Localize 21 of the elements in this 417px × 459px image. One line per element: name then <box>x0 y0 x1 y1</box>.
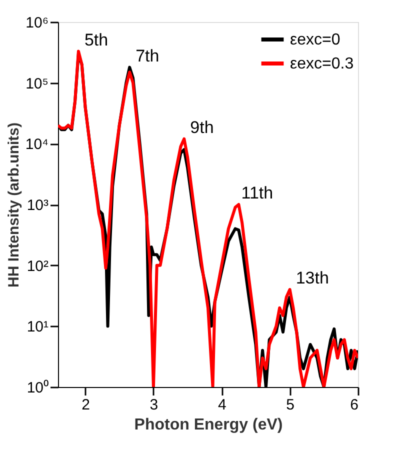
legend-label: εexc=0.3 <box>290 56 354 72</box>
x-tick-label: 3 <box>150 396 158 414</box>
y-tick-label: 10¹ <box>26 318 48 336</box>
annotation: 9th <box>190 118 214 137</box>
annotation: 7th <box>136 46 160 66</box>
y-tick-label: 10⁰ <box>26 380 48 396</box>
y-tick-label: 10⁵ <box>26 75 48 92</box>
x-tick-label: 6 <box>350 396 358 414</box>
y-tick-label: 10⁴ <box>25 136 48 154</box>
annotation: 11th <box>241 184 274 202</box>
y-tick-label: 10⁶ <box>26 14 48 32</box>
x-tick-label: 5 <box>286 396 294 414</box>
annotation: 5th <box>84 30 108 50</box>
annotation: 13th <box>296 268 329 288</box>
y-tick-label: 10³ <box>26 197 48 214</box>
y-tick-label: 10² <box>26 258 48 275</box>
x-tick-label: 4 <box>218 396 226 414</box>
y-axis-title: HH Intensity (arb.units) <box>5 122 22 288</box>
x-axis-title: Photon Energy (eV) <box>134 416 283 434</box>
x-tick-label: 2 <box>82 396 90 414</box>
legend-label: εexc=0 <box>290 32 340 48</box>
